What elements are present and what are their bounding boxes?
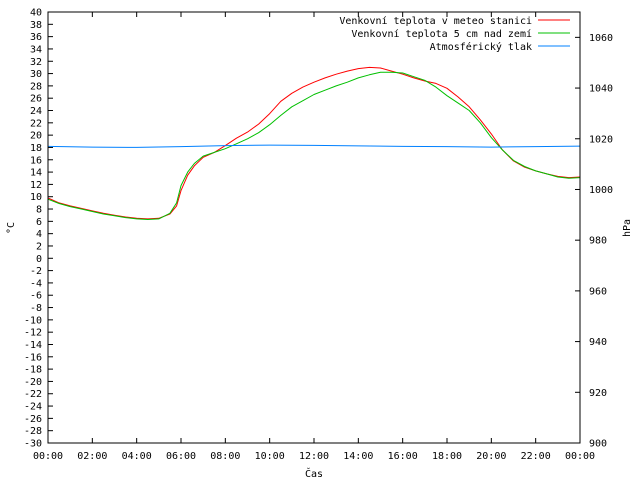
y-tick-label: 16 [30,155,42,166]
x-tick-label: 00:00 [33,451,63,462]
legend-label-temp-station: Venkovní teplota v meteo stanici [339,15,532,27]
y-tick-label: 24 [30,106,42,117]
y-tick-label: 28 [30,81,42,92]
y-tick-label: -26 [24,414,42,425]
y-tick-label: -8 [30,303,42,314]
x-axis-label: Čas [305,467,323,480]
y2-axis-label: hPa [622,219,633,237]
x-tick-label: 22:00 [521,451,551,462]
y2-tick-label: 940 [589,337,607,348]
x-tick-label: 10:00 [255,451,285,462]
series-line-temp-station [47,66,581,220]
y-tick-label: 26 [30,94,42,105]
y-tick-label: 10 [30,192,42,203]
y2-tick-label: 980 [589,236,607,247]
legend: Venkovní teplota v meteo stanici Venkovn… [339,15,570,53]
x-tick-label: 20:00 [476,451,506,462]
legend-label-pressure: Atmosférický tlak [430,41,532,53]
series-line-temp-ground [47,71,581,220]
y-tick-label: 32 [30,57,42,68]
y-tick-label: -20 [24,377,42,388]
ticks-layer: -30-28-26-24-22-20-18-16-14-12-10-8-6-4-… [24,8,613,463]
y-tick-label: 30 [30,69,42,80]
series-line-pressure [47,144,581,148]
y-tick-label: -4 [30,278,42,289]
x-tick-label: 02:00 [77,451,107,462]
y2-tick-label: 1040 [589,84,613,95]
y-tick-label: -6 [30,291,42,302]
y-axis-label: °C [6,222,17,234]
y2-tick-label: 900 [589,439,607,450]
y-tick-label: 0 [36,254,42,265]
plot-frame [47,11,581,444]
y-tick-label: 6 [36,217,42,228]
y-tick-label: -14 [24,340,42,351]
y-tick-label: 40 [30,8,42,19]
y2-tick-label: 1000 [589,185,613,196]
x-tick-label: 16:00 [388,451,418,462]
x-tick-label: 18:00 [432,451,462,462]
y-tick-label: 8 [36,205,42,216]
y-tick-label: 34 [30,44,42,55]
y-tick-label: -22 [24,389,42,400]
y-tick-label: -18 [24,365,42,376]
y-tick-label: 20 [30,131,42,142]
y2-tick-label: 1060 [589,33,613,44]
y2-tick-label: 920 [589,388,607,399]
y-tick-label: -10 [24,315,42,326]
y2-tick-label: 1020 [589,134,613,145]
x-tick-label: 06:00 [166,451,196,462]
y-tick-label: -24 [24,402,42,413]
y2-tick-label: 960 [589,286,607,297]
x-tick-label: 14:00 [343,451,373,462]
y-tick-label: -12 [24,328,42,339]
x-tick-label: 00:00 [565,451,595,462]
x-tick-label: 12:00 [299,451,329,462]
y-tick-label: -28 [24,426,42,437]
x-tick-label: 04:00 [122,451,152,462]
y-tick-label: 22 [30,118,42,129]
legend-label-temp-ground: Venkovní teplota 5 cm nad zemí [351,28,532,40]
y-tick-label: 18 [30,143,42,154]
y-tick-label: 12 [30,180,42,191]
series-layer [47,66,581,220]
y-tick-label: 14 [30,168,42,179]
y-tick-label: -2 [30,266,42,277]
y-tick-label: 36 [30,32,42,43]
y-tick-label: 2 [36,241,42,252]
y-tick-label: 4 [36,229,42,240]
y-tick-label: -30 [24,439,42,450]
y-tick-label: 38 [30,20,42,31]
x-tick-label: 08:00 [210,451,240,462]
y-tick-label: -16 [24,352,42,363]
